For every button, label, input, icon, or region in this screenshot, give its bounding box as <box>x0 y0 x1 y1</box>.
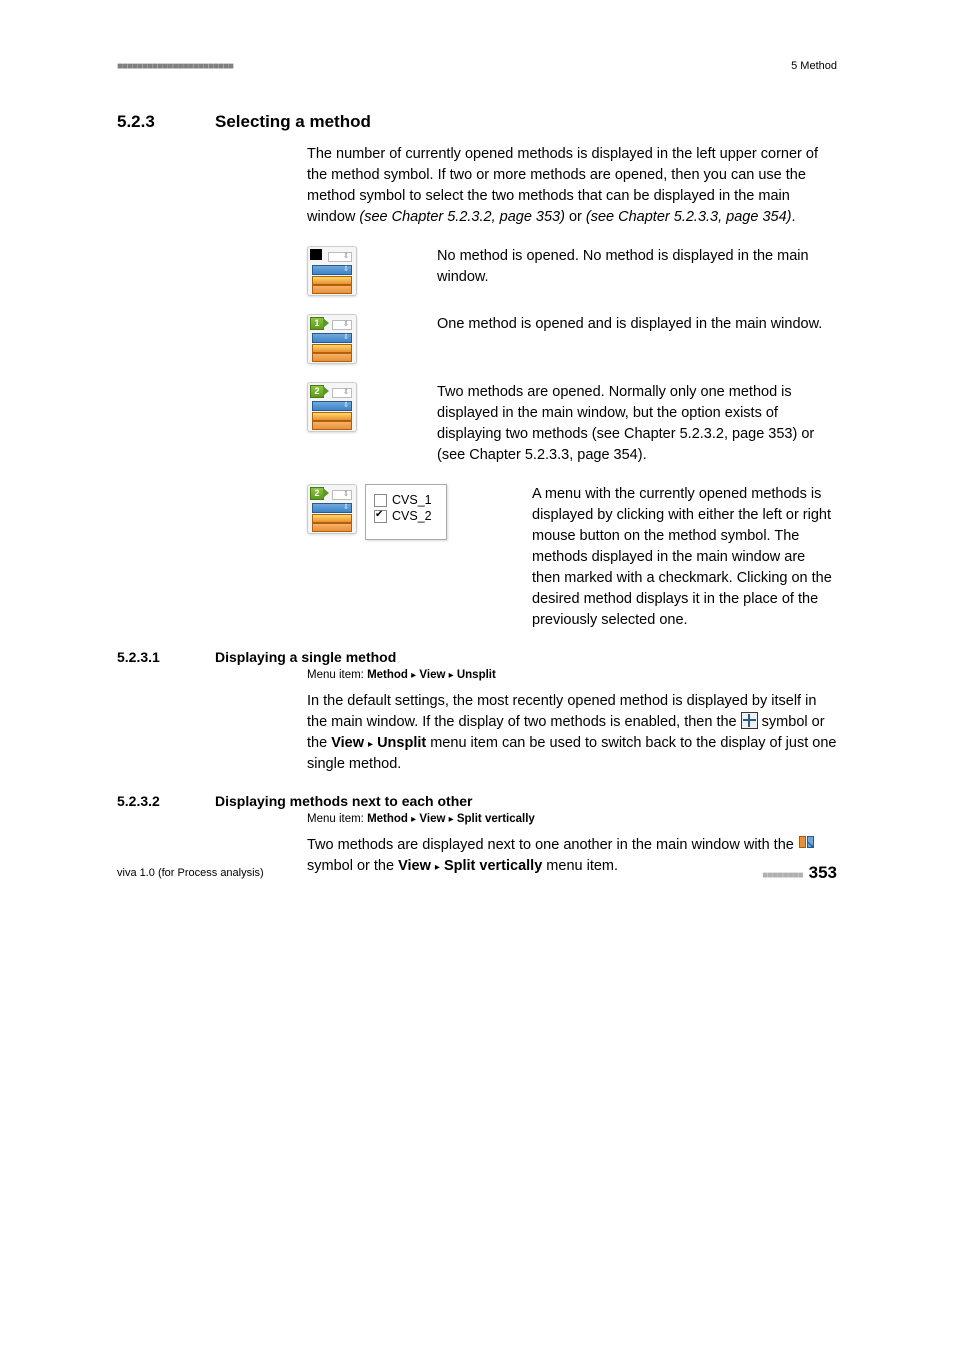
subsection-2-title: Displaying methods next to each other <box>215 793 473 809</box>
state-menu-text: A menu with the currently opened methods… <box>532 484 837 631</box>
footer-page-number: 353 <box>809 863 837 882</box>
badge-one: 1 <box>310 317 324 330</box>
sub2-menu-path: Menu item: Method ▸ View ▸ Split vertica… <box>307 813 837 825</box>
page-footer: viva 1.0 (for Process analysis) ■■■■■■■■… <box>117 863 837 883</box>
state-none-row: ⇩ ⇩ No method is opened. No method is di… <box>307 246 837 296</box>
section-title: Selecting a method <box>215 112 371 132</box>
method-icon-two: 2 ⇩ ⇩ <box>307 382 357 432</box>
popup-item-1-label: CVS_1 <box>392 493 432 507</box>
method-icon-menu: 2 ⇩ ⇩ <box>307 484 357 534</box>
state-one-text: One method is opened and is displayed in… <box>437 314 837 335</box>
footer-right: ■■■■■■■■ 353 <box>762 863 837 883</box>
popup-item-2-label: CVS_2 <box>392 509 432 523</box>
section-heading: 5.2.3 Selecting a method <box>117 112 837 132</box>
sub2-path3: Split vertically <box>457 813 535 825</box>
state-none-text: No method is opened. No method is displa… <box>437 246 837 288</box>
chapter-label: 5 Method <box>791 60 837 72</box>
method-icon-none: ⇩ ⇩ <box>307 246 357 296</box>
state-one-row: 1 ⇩ ⇩ One method is opened and is displa… <box>307 314 837 364</box>
intro-ref2: (see Chapter 5.2.3.3, page 354) <box>586 209 792 225</box>
subsection-1-heading: 5.2.3.1 Displaying a single method <box>117 649 837 665</box>
checkbox-empty-icon <box>374 494 387 507</box>
intro-or: or <box>565 209 586 225</box>
two-ref1: (see Chapter 5.2.3.2, page 353) <box>592 426 798 442</box>
two-or: or <box>797 426 814 442</box>
sub2-body1: Two methods are displayed next to one an… <box>307 837 798 853</box>
sub2-path2: View <box>419 813 445 825</box>
subsection-1-title: Displaying a single method <box>215 649 396 665</box>
badge-menu: 2 <box>310 487 324 500</box>
header-decoration: ■■■■■■■■■■■■■■■■■■■■■■■ <box>117 61 233 72</box>
subsection-2-number: 5.2.3.2 <box>117 793 215 809</box>
section-number: 5.2.3 <box>117 112 215 132</box>
badge-none <box>310 249 322 260</box>
sub1-path3: Unsplit <box>457 669 496 681</box>
two-ref2: (see Chapter 5.2.3.3, page 354) <box>437 447 643 463</box>
intro-end: . <box>791 209 795 225</box>
sub1-menu-prefix: Menu item: <box>307 669 367 681</box>
method-icon-one: 1 ⇩ ⇩ <box>307 314 357 364</box>
footer-decoration: ■■■■■■■■ <box>762 870 802 881</box>
split-vertical-icon: ↘ <box>798 836 814 852</box>
page-header: ■■■■■■■■■■■■■■■■■■■■■■■ 5 Method <box>117 60 837 72</box>
sub2-path1: Method <box>367 813 408 825</box>
popup-item-2[interactable]: CVS_2 <box>374 509 436 523</box>
state-two-row: 2 ⇩ ⇩ Two methods are opened. Normally o… <box>307 382 837 466</box>
intro-paragraph: The number of currently opened methods i… <box>307 144 837 228</box>
sub1-body: In the default settings, the most recent… <box>307 691 837 775</box>
subsection-2-heading: 5.2.3.2 Displaying methods next to each … <box>117 793 837 809</box>
badge-two: 2 <box>310 385 324 398</box>
sub1-view: View <box>331 735 364 751</box>
intro-ref1: (see Chapter 5.2.3.2, page 353) <box>359 209 565 225</box>
sub1-path1: Method <box>367 669 408 681</box>
method-popup-menu[interactable]: CVS_1 CVS_2 <box>365 484 447 540</box>
sub2-menu-prefix: Menu item: <box>307 813 367 825</box>
checkbox-checked-icon <box>374 510 387 523</box>
state-two-text: Two methods are opened. Normally only on… <box>437 382 837 466</box>
popup-item-1[interactable]: CVS_1 <box>374 493 436 507</box>
sub1-unsplit: Unsplit <box>377 735 426 751</box>
two-end: . <box>643 447 647 463</box>
subsection-1-number: 5.2.3.1 <box>117 649 215 665</box>
unsplit-icon <box>741 712 758 729</box>
state-menu-row: 2 ⇩ ⇩ CVS_1 CVS_2 <box>307 484 837 631</box>
sub1-menu-path: Menu item: Method ▸ View ▸ Unsplit <box>307 669 837 681</box>
footer-product: viva 1.0 (for Process analysis) <box>117 867 264 879</box>
sub1-path2: View <box>419 669 445 681</box>
